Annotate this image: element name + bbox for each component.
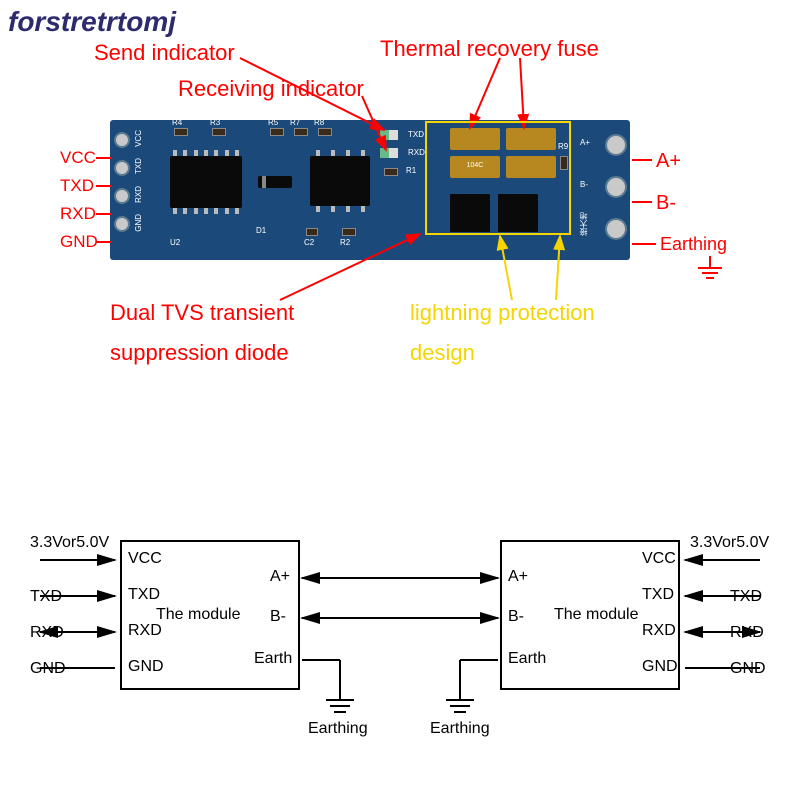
annotation-thermal-fuse: Thermal recovery fuse (380, 36, 599, 62)
sch-earthing-left: Earthing (308, 720, 368, 738)
annotation-tvs-line2: suppression diode (110, 340, 289, 366)
label-a-plus: A+ (656, 150, 681, 173)
chip2-pins-top (310, 150, 370, 156)
silk-u2: U2 (170, 238, 180, 247)
ml-b: B- (270, 608, 286, 626)
label-txd: TXD (60, 176, 94, 196)
hole-gnd (114, 216, 130, 232)
chip-driver (310, 156, 370, 206)
ml-a: A+ (270, 568, 290, 586)
r4 (174, 128, 188, 136)
silk-gnd: GND (134, 214, 143, 232)
fuse2: 104C (450, 156, 500, 178)
diode-band (262, 176, 266, 188)
silk-r7: R7 (290, 118, 300, 127)
silk-r1: R1 (406, 166, 416, 175)
tvs2 (498, 194, 538, 232)
r3 (212, 128, 226, 136)
silk-c2: C2 (304, 238, 314, 247)
label-vcc: VCC (60, 148, 96, 168)
silk-txd-r: TXD (408, 130, 424, 139)
silk-r3: R3 (210, 118, 220, 127)
fuse3 (506, 128, 556, 150)
sch-rxd-left: RXD (30, 624, 64, 642)
sch-voltage-right: 3.3Vor5.0V (690, 534, 769, 552)
label-rxd: RXD (60, 204, 96, 224)
annotation-lightning-line2: design (410, 340, 475, 366)
ml-vcc: VCC (128, 550, 162, 568)
sch-txd-right: TXD (730, 588, 762, 606)
module-title-left: The module (156, 606, 241, 624)
sch-gnd-left: GND (30, 660, 66, 678)
led-rx (380, 148, 398, 158)
hole-b (605, 176, 627, 198)
silk-rxd: RXD (134, 186, 143, 203)
silk-r9: R9 (558, 142, 568, 151)
tvs1 (450, 194, 490, 232)
mr-txd: TXD (642, 586, 674, 604)
chip2-pins-bot (310, 206, 370, 212)
fuse1 (450, 128, 500, 150)
ml-gnd: GND (128, 658, 164, 676)
silk-d1: D1 (256, 226, 266, 235)
mr-vcc: VCC (642, 550, 676, 568)
annotation-tvs-line1: Dual TVS transient (110, 300, 294, 326)
label-gnd: GND (60, 232, 98, 252)
schematic-diagram: 3.3Vor5.0V TXD RXD GND The module VCC TX… (30, 520, 770, 780)
silk-a-plus: A+ (580, 138, 590, 147)
sch-earthing-right: Earthing (430, 720, 490, 738)
hole-earth (605, 218, 627, 240)
label-earthing: Earthing (660, 234, 727, 255)
silk-r5: R5 (268, 118, 278, 127)
sch-voltage-left: 3.3Vor5.0V (30, 534, 109, 552)
annotation-lightning-line1: lightning protection (410, 300, 595, 326)
hole-rxd (114, 188, 130, 204)
silk-r2: R2 (340, 238, 350, 247)
silk-txd: TXD (134, 158, 143, 174)
chip-u2-pins-bot (170, 208, 242, 214)
mr-a: A+ (508, 568, 528, 586)
led-tx (380, 130, 398, 140)
mr-earth: Earth (508, 650, 546, 668)
r8 (318, 128, 332, 136)
r7 (294, 128, 308, 136)
sch-rxd-right: RXD (730, 624, 764, 642)
ml-txd: TXD (128, 586, 160, 604)
silk-r8: R8 (314, 118, 324, 127)
r2 (342, 228, 356, 236)
silk-vcc: VCC (134, 130, 143, 147)
fuse4 (506, 156, 556, 178)
mr-rxd: RXD (642, 622, 676, 640)
silk-earth-cn: 接大地 (578, 212, 589, 236)
silk-rxd-r: RXD (408, 148, 425, 157)
label-b-minus: B- (656, 192, 676, 215)
hole-a (605, 134, 627, 156)
silk-b-minus: B- (580, 180, 588, 189)
annotation-receiving-indicator: Receiving indicator (178, 76, 364, 102)
ml-earth: Earth (254, 650, 292, 668)
chip-u2-pins-top (170, 150, 242, 156)
chip-u2 (170, 156, 242, 208)
mr-gnd: GND (642, 658, 678, 676)
r1 (384, 168, 398, 176)
hole-txd (114, 160, 130, 176)
pcb-board: VCC TXD RXD GND U2 R4 R3 R5 R7 R8 TXD RX… (110, 120, 630, 260)
c2 (306, 228, 318, 236)
r9 (560, 156, 568, 170)
hole-vcc (114, 132, 130, 148)
r5 (270, 128, 284, 136)
module-title-right: The module (554, 606, 639, 624)
watermark-text: forstretrtomj (8, 6, 176, 38)
mr-b: B- (508, 608, 524, 626)
silk-r4: R4 (172, 118, 182, 127)
sch-gnd-right: GND (730, 660, 766, 678)
annotation-send-indicator: Send indicator (94, 40, 235, 66)
sch-txd-left: TXD (30, 588, 62, 606)
ml-rxd: RXD (128, 622, 162, 640)
